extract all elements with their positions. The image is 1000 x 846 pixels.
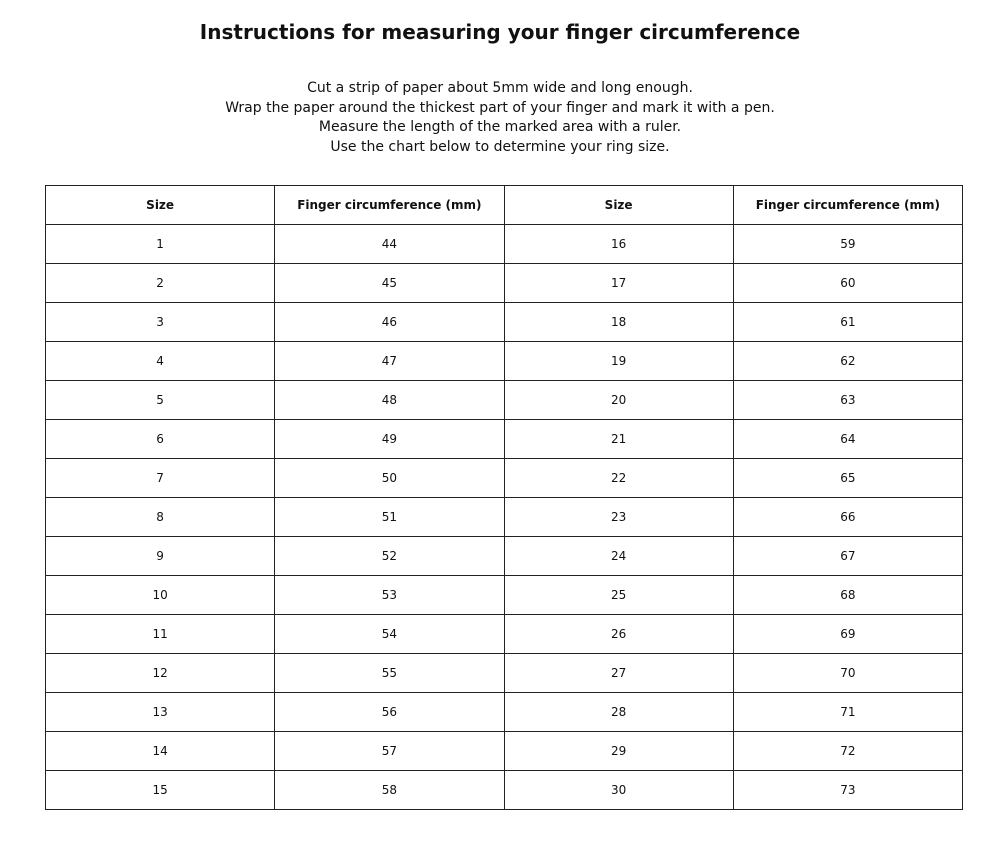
table-cell: 15 (44, 770, 276, 810)
table-body: 1 44 16 59 2 45 17 60 3 46 18 61 4 47 19 62 5 48 20 63 6 49 21… (44, 224, 964, 810)
table-cell: 27 (503, 653, 734, 693)
header-cell: Finger circumference (mm) (274, 185, 505, 225)
table-cell: 4 (44, 341, 276, 381)
table-row: 11 54 26 69 (44, 614, 964, 654)
table-cell: 14 (44, 731, 276, 771)
instructions: Cut a strip of paper about 5mm wide and … (0, 79, 1000, 157)
table-cell: 61 (732, 302, 964, 342)
table-cell: 53 (274, 575, 505, 615)
table-cell: 29 (503, 731, 734, 771)
instruction-line: Wrap the paper around the thickest part … (225, 99, 775, 116)
table-cell: 44 (274, 224, 505, 264)
table-row: 10 53 25 68 (44, 575, 964, 615)
table-cell: 21 (503, 419, 734, 459)
table-cell: 72 (732, 731, 964, 771)
instruction-line: Cut a strip of paper about 5mm wide and … (307, 80, 693, 96)
table-cell: 25 (503, 575, 734, 615)
table-row: 3 46 18 61 (44, 302, 964, 342)
table-cell: 56 (274, 692, 505, 732)
table-cell: 22 (503, 458, 734, 498)
header-cell: Size (44, 185, 276, 225)
header-cell: Finger circumference (mm) (732, 185, 964, 225)
table-cell: 6 (44, 419, 276, 459)
table-cell: 51 (274, 497, 505, 537)
table-cell: 45 (274, 263, 505, 303)
table-row: 12 55 27 70 (44, 653, 964, 693)
table-cell: 48 (274, 380, 505, 420)
table-cell: 73 (732, 770, 964, 810)
table-cell: 69 (732, 614, 964, 654)
table-row: 14 57 29 72 (44, 731, 964, 771)
table-cell: 67 (732, 536, 964, 576)
table-cell: 68 (732, 575, 964, 615)
table-cell: 3 (44, 302, 276, 342)
table-cell: 19 (503, 341, 734, 381)
table-cell: 28 (503, 692, 734, 732)
title: Instructions for measuring your finger c… (199, 20, 801, 44)
table-cell: 71 (732, 692, 964, 732)
table-cell: 30 (503, 770, 734, 810)
table-cell: 60 (732, 263, 964, 303)
table-row: 8 51 23 66 (44, 497, 964, 537)
table-row: 1 44 16 59 (44, 224, 964, 264)
table-cell: 9 (44, 536, 276, 576)
table-cell: 13 (44, 692, 276, 732)
table-row: 7 50 22 65 (44, 458, 964, 498)
table-cell: 11 (44, 614, 276, 654)
table-cell: 12 (44, 653, 276, 693)
table-cell: 62 (732, 341, 964, 381)
table-cell: 20 (503, 380, 734, 420)
table-cell: 16 (503, 224, 734, 264)
table-row: 4 47 19 62 (44, 341, 964, 381)
table-cell: 55 (274, 653, 505, 693)
table-row: 5 48 20 63 (44, 380, 964, 420)
table-cell: 10 (44, 575, 276, 615)
header-row: Size Finger circumference (mm) Size Finger … (44, 185, 964, 225)
table-cell: 49 (274, 419, 505, 459)
table-cell: 24 (503, 536, 734, 576)
table-cell: 66 (732, 497, 964, 537)
table-row: 13 56 28 71 (44, 692, 964, 732)
table-cell: 64 (732, 419, 964, 459)
table-row: 9 52 24 67 (44, 536, 964, 576)
size-table: Size Finger circumference (mm) Size Finger … (44, 185, 964, 810)
table-cell: 8 (44, 497, 276, 537)
table-cell: 23 (503, 497, 734, 537)
table-row: 2 45 17 60 (44, 263, 964, 303)
table-cell: 58 (274, 770, 505, 810)
instruction-line: Use the chart below to determine your ri… (330, 138, 670, 155)
table-cell: 7 (44, 458, 276, 498)
instruction-line: Measure the length of the marked area wi… (318, 119, 682, 135)
table-cell: 18 (503, 302, 734, 342)
header-cell: Size (503, 185, 734, 225)
table-row: 15 58 30 73 (44, 770, 964, 810)
table-cell: 46 (274, 302, 505, 342)
table-cell: 17 (503, 263, 734, 303)
table-cell: 2 (44, 263, 276, 303)
table-row: 6 49 21 64 (44, 419, 964, 459)
table-cell: 63 (732, 380, 964, 420)
table-cell: 47 (274, 341, 505, 381)
table-cell: 54 (274, 614, 505, 654)
table-cell: 65 (732, 458, 964, 498)
table-cell: 50 (274, 458, 505, 498)
table-cell: 5 (44, 380, 276, 420)
table-header: Size Finger circumference (mm) Size Finger … (44, 185, 964, 225)
table-cell: 26 (503, 614, 734, 654)
table-cell: 57 (274, 731, 505, 771)
table-cell: 70 (732, 653, 964, 693)
table-cell: 52 (274, 536, 505, 576)
table-cell: 59 (732, 224, 964, 264)
table-cell: 1 (44, 224, 276, 264)
